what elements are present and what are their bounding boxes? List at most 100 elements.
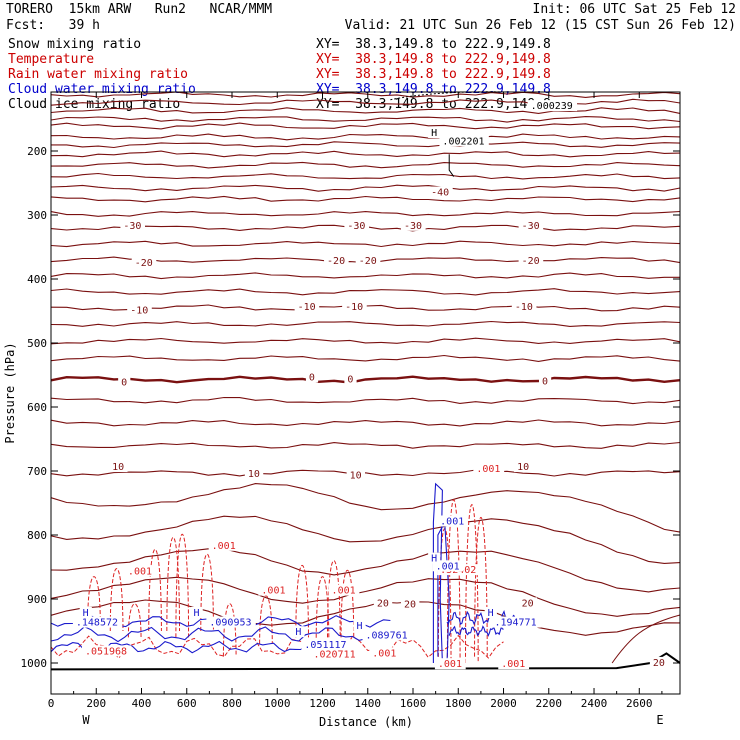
temperature-label: 0 — [347, 374, 353, 385]
isotherm-line — [50, 91, 681, 98]
cloud-water-contour — [432, 482, 443, 664]
isotherm-line — [50, 288, 681, 296]
temperature-label: -10 — [130, 305, 148, 316]
x-tick-label: 1600 — [400, 697, 427, 710]
y-tick-label: 1000 — [21, 657, 48, 670]
field-name-snow: Snow mixing ratio — [8, 37, 142, 52]
isotherm-line — [51, 141, 681, 149]
temperature-label: -30 — [123, 221, 141, 232]
rain-contour — [175, 534, 190, 638]
cloud-water-label-bg — [72, 616, 123, 628]
isotherm-line — [50, 576, 681, 617]
isotherm-line — [50, 107, 681, 114]
y-tick-label: 700 — [27, 465, 47, 478]
cloud-water-label: .194771 — [494, 618, 536, 629]
isotherm-line — [50, 320, 681, 327]
isotherm-line — [50, 98, 681, 106]
cloud-water-label: .001 — [440, 516, 464, 527]
temperature-label: -20 — [327, 256, 345, 267]
temperature-label-bg — [342, 301, 367, 313]
temperature-label: -20 — [359, 256, 377, 267]
temperature-label-bg — [118, 376, 131, 388]
temperature-label: 10 — [248, 469, 260, 480]
temperature-label: 10 — [350, 470, 362, 481]
temperature-label: 20 — [522, 598, 534, 609]
rain-contour — [446, 499, 461, 664]
temperature-label-bg — [649, 656, 669, 668]
temperature-label-bg — [518, 255, 544, 266]
isotherm-line — [50, 419, 681, 427]
temperature-label-bg — [346, 469, 366, 481]
cloud-water-label-bg — [491, 616, 541, 628]
cloud-water-label-bg — [362, 629, 412, 641]
isotherm-line — [50, 240, 681, 248]
cloud-water-contour — [446, 610, 516, 627]
x-tick-label: 2400 — [581, 697, 608, 710]
isotherm-line — [50, 195, 681, 203]
y-axis-label: Pressure (hPa) — [3, 342, 17, 443]
y-tick-label: 600 — [27, 401, 47, 414]
temperature-label: 10 — [112, 462, 124, 473]
temperature-label: 20 — [404, 600, 416, 611]
snow-label: H — [431, 128, 437, 139]
temperature-label-bg — [514, 461, 533, 473]
isotherm-line — [50, 337, 681, 345]
temperature-label-bg — [294, 301, 320, 313]
isotherm-line — [50, 441, 681, 449]
rain-contour — [166, 537, 181, 632]
isotherm-line — [50, 375, 681, 384]
temperature-label-bg — [244, 468, 264, 480]
cloud-water-label: .089761 — [366, 630, 408, 641]
x-tick-label: 1400 — [355, 697, 382, 710]
isotherm-line — [50, 354, 681, 362]
snow-contour — [448, 154, 455, 177]
cloud-water-max-marker-bg — [353, 619, 366, 631]
cloud-water-max-marker-bg — [484, 607, 497, 618]
temperature-contours — [50, 91, 681, 664]
rain-label-bg — [124, 565, 156, 577]
rain-contour — [326, 560, 341, 638]
x-tick-label: 1000 — [264, 697, 291, 710]
x-end-label-east: E — [656, 713, 663, 727]
snow-label-bg — [428, 127, 441, 138]
header-valid: Valid: 21 UTC Sun 26 Feb 12 (15 CST Sun … — [344, 18, 736, 33]
rain-contour — [315, 576, 330, 644]
temperature-label: -30 — [347, 221, 365, 232]
field-name-rain: Rain water mixing ratio — [8, 67, 189, 82]
x-tick-label: 2200 — [536, 697, 563, 710]
temperature-label-bg — [400, 219, 426, 231]
x-tick-label: 2600 — [626, 697, 653, 710]
temperature-label: -30 — [522, 221, 540, 232]
rain-contour — [200, 554, 214, 632]
temperature-label-bg — [305, 371, 319, 383]
cloud-water-label: .148572 — [76, 618, 118, 629]
temperature-label-bg — [400, 598, 420, 610]
header-init: Init: 06 UTC Sat 25 Feb 12 — [532, 2, 737, 17]
temperature-label-bg — [538, 375, 552, 387]
cloud-water-max-marker: H — [488, 608, 494, 619]
contour-labels: -40 -30 -30 -30 -30 -20 -20 -20 -20 -10 -10 -10 -10 0… — [72, 100, 669, 670]
cloud-water-max-marker: H — [83, 608, 89, 619]
field-name-temperature: Temperature — [8, 52, 95, 67]
rain-label-bg — [434, 658, 466, 670]
rain-label: .001 — [501, 659, 525, 670]
header-model: TORERO 15km ARW Run2 NCAR/MMM — [6, 2, 273, 17]
x-tick-label: 1800 — [445, 697, 472, 710]
temperature-label: 20 — [377, 598, 389, 609]
rain-label: .001 — [212, 541, 236, 552]
temperature-label-bg — [324, 255, 349, 266]
rain-label-bg — [498, 658, 530, 670]
temperature-label-bg — [428, 186, 453, 198]
temperature-label: -10 — [515, 302, 533, 313]
isotherm-line — [50, 548, 681, 593]
x-tick-label: 600 — [177, 697, 197, 710]
x-tick-label: 0 — [48, 697, 55, 710]
cloud-water-label-bg — [301, 639, 351, 650]
isotherm-line — [50, 150, 681, 158]
temperature-label-bg — [120, 219, 146, 231]
field-xy-snow: XY= 38.3,149.8 to 222.9,149.8 — [316, 37, 551, 52]
isotherm-line — [50, 469, 681, 477]
cloud-water-label-bg — [437, 515, 468, 527]
field-xy-temperature: XY= 38.3,149.8 to 222.9,149.8 — [316, 52, 551, 67]
